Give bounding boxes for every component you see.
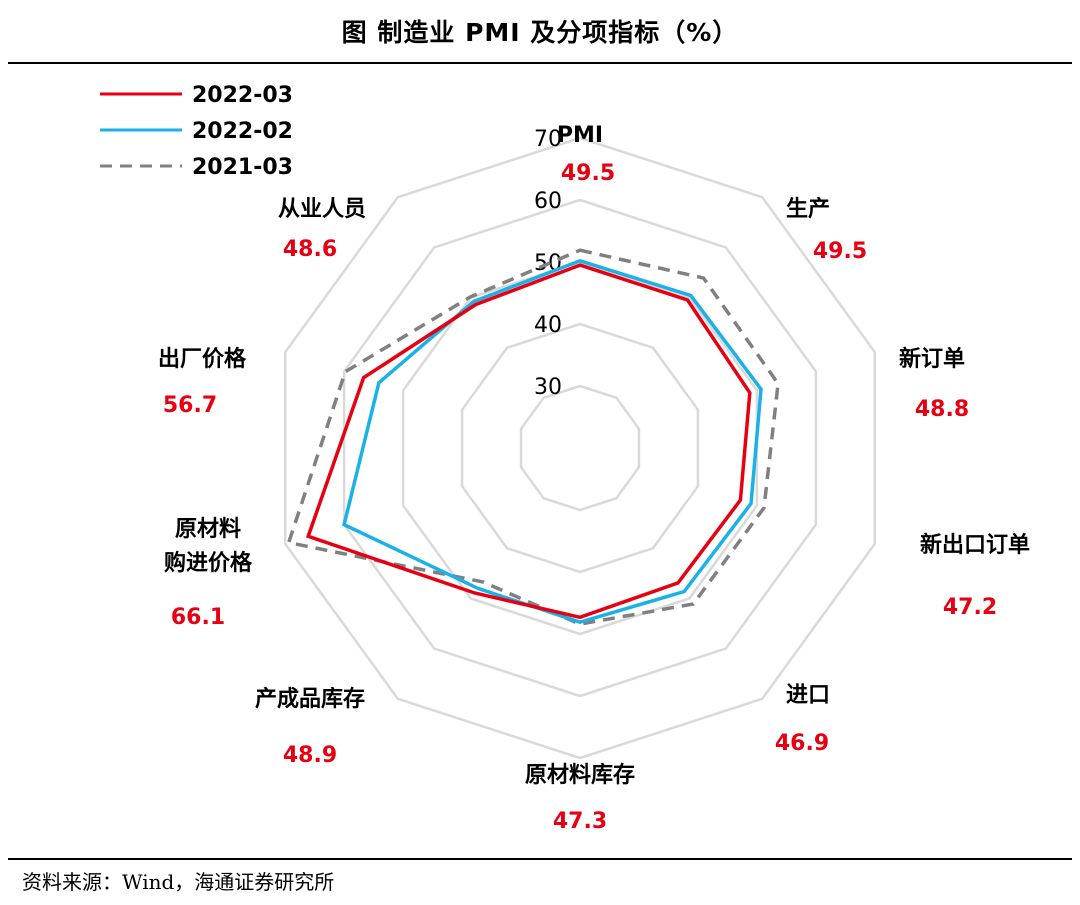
radar-series <box>286 248 780 626</box>
legend: 2022-03 2022-02 2021-03 <box>100 83 293 180</box>
legend-label: 2022-03 <box>192 83 293 108</box>
axis-value-label: 46.9 <box>775 731 829 756</box>
tick-label: 30 <box>534 375 562 400</box>
title-divider <box>8 62 1072 64</box>
axis-value-label: 48.9 <box>283 743 337 768</box>
axis-label: 原材料库存 <box>525 762 635 788</box>
radar-grid <box>283 136 877 760</box>
axis-label: 从业人员 <box>278 197 366 222</box>
series-2022-02 <box>342 258 763 625</box>
axis-value-label: 47.3 <box>553 809 607 834</box>
grid-ring-50 <box>401 260 759 636</box>
axis-label: 生产 <box>786 197 830 222</box>
tick-label: 60 <box>534 189 562 214</box>
axis-label: 新订单 <box>899 346 965 372</box>
axis-label: 进口 <box>786 683 830 708</box>
axis-label: PMI <box>557 123 603 148</box>
axis-value-label: 66.1 <box>171 605 225 630</box>
axis-label: 新出口订单 <box>920 532 1030 558</box>
chart-title: 图 制造业 PMI 及分项指标（%） <box>341 18 739 47</box>
axis-value-label: 49.5 <box>813 239 867 264</box>
footer-divider <box>8 858 1072 860</box>
axis-value-label: 49.5 <box>561 161 615 186</box>
axis-label: 原材料购进价格 <box>164 517 253 576</box>
axis-value-label: 48.6 <box>283 237 337 262</box>
tick-label: 70 <box>534 127 562 152</box>
radar-axis-labels: PMI 49.5 生产 49.5 新订单 48.8 新出口订单 47.2 进口 46.9 原材料库存… <box>158 123 1030 834</box>
axis-value-label: 47.2 <box>943 595 997 620</box>
axis-value-label: 48.8 <box>915 397 969 422</box>
axis-value-label: 56.7 <box>163 393 217 418</box>
grid-ring-70 <box>283 136 877 760</box>
legend-label: 2022-02 <box>192 119 293 144</box>
tick-label: 40 <box>534 313 562 338</box>
legend-label: 2021-03 <box>192 155 293 180</box>
grid-ring-60 <box>342 198 818 698</box>
series-2021-03 <box>286 248 780 626</box>
grid-ring-40 <box>460 322 700 574</box>
series-2022-03 <box>305 263 752 620</box>
axis-label: 产成品库存 <box>255 686 365 712</box>
axis-label: 出厂价格 <box>158 346 247 372</box>
grid-ring-30 <box>519 384 641 512</box>
source-note: 资料来源：Wind，海通证券研究所 <box>22 870 335 894</box>
